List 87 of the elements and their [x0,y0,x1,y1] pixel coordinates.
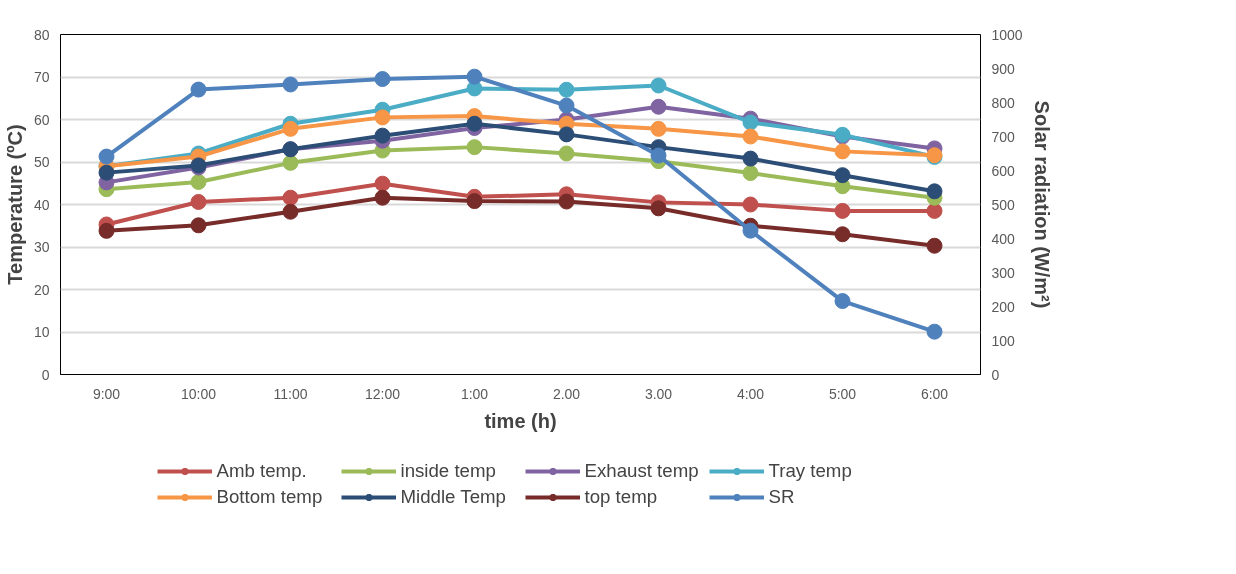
point [558,145,575,162]
x-tick-label: 12:00 [364,385,401,402]
y2-tick-label: 1000 [991,26,1023,43]
point [190,217,207,234]
point [98,148,115,165]
point [374,109,391,126]
point [834,226,851,243]
point [558,81,575,98]
point [374,71,391,88]
y2-tick-label: 500 [991,196,1016,213]
y-axis-title: Temperature (ºC) [3,124,26,285]
point [650,98,667,115]
point [650,120,667,137]
x-tick-label: 3.00 [644,385,673,402]
legend-label: top temp [584,486,659,508]
x-tick-label: 4:00 [736,385,765,402]
y2-tick-label: 800 [991,94,1016,111]
point [834,202,851,219]
y-tick-label: 40 [33,196,50,213]
point [650,200,667,217]
point [190,173,207,190]
point [926,183,943,200]
point [834,167,851,184]
y-tick-label: 20 [33,281,50,298]
legend-label: Exhaust temp [584,460,700,482]
point [834,293,851,310]
x-tick-label: 5:00 [828,385,857,402]
y2-tick-label: 900 [991,60,1016,77]
point [374,175,391,192]
point [558,193,575,210]
y2-tick-label: 0 [991,366,1000,383]
point [558,126,575,143]
y2-tick-label: 700 [991,128,1016,145]
x-tick-label: 11:00 [273,385,308,402]
point [282,154,299,171]
point [742,222,759,239]
point [742,196,759,213]
y2-tick-label: 400 [991,230,1016,247]
point [926,237,943,254]
point [98,222,115,239]
y2-tick-label: 600 [991,162,1016,179]
point [834,143,851,160]
y-tick-label: 0 [41,366,50,383]
legend-label: Amb temp. [216,460,308,482]
point [282,189,299,206]
y-tick-label: 60 [33,111,50,128]
y-tick-label: 30 [33,239,50,255]
y2-tick-label: 300 [991,264,1016,281]
legend-label: Bottom temp [216,486,324,508]
point [190,81,207,98]
y-tick-label: 10 [33,324,50,340]
legend-label: SR [768,486,796,508]
y-tick-label: 80 [33,26,50,43]
point [466,68,483,85]
point [558,97,575,114]
point [742,150,759,167]
point [926,202,943,219]
point [926,323,943,340]
point [650,147,667,164]
x-axis-title: time (h) [484,409,557,432]
point [742,165,759,182]
point [374,127,391,144]
point [98,164,115,181]
point [466,115,483,132]
legend-label: Tray temp [768,460,853,482]
legend-label: inside temp [400,460,497,482]
point [650,77,667,94]
y-tick-label: 50 [33,154,50,170]
y2-tick-label: 100 [991,332,1016,349]
point [374,189,391,206]
point [282,76,299,93]
x-tick-label: 6:00 [920,385,949,402]
point [282,120,299,137]
point [742,114,759,131]
legend-label: Middle Temp [400,486,507,508]
point [190,193,207,210]
x-tick-label: 2.00 [552,385,581,402]
y2-tick-label: 200 [991,298,1016,315]
point [742,128,759,145]
point [466,139,483,156]
x-tick-label: 9:00 [92,385,121,402]
point [466,193,483,210]
x-tick-label: 1:00 [460,385,489,402]
y2-axis-title: Solar radiation (W/m²) [1030,100,1053,309]
point [282,203,299,220]
x-tick-label: 10:00 [180,385,217,402]
y-tick-label: 70 [33,69,50,85]
